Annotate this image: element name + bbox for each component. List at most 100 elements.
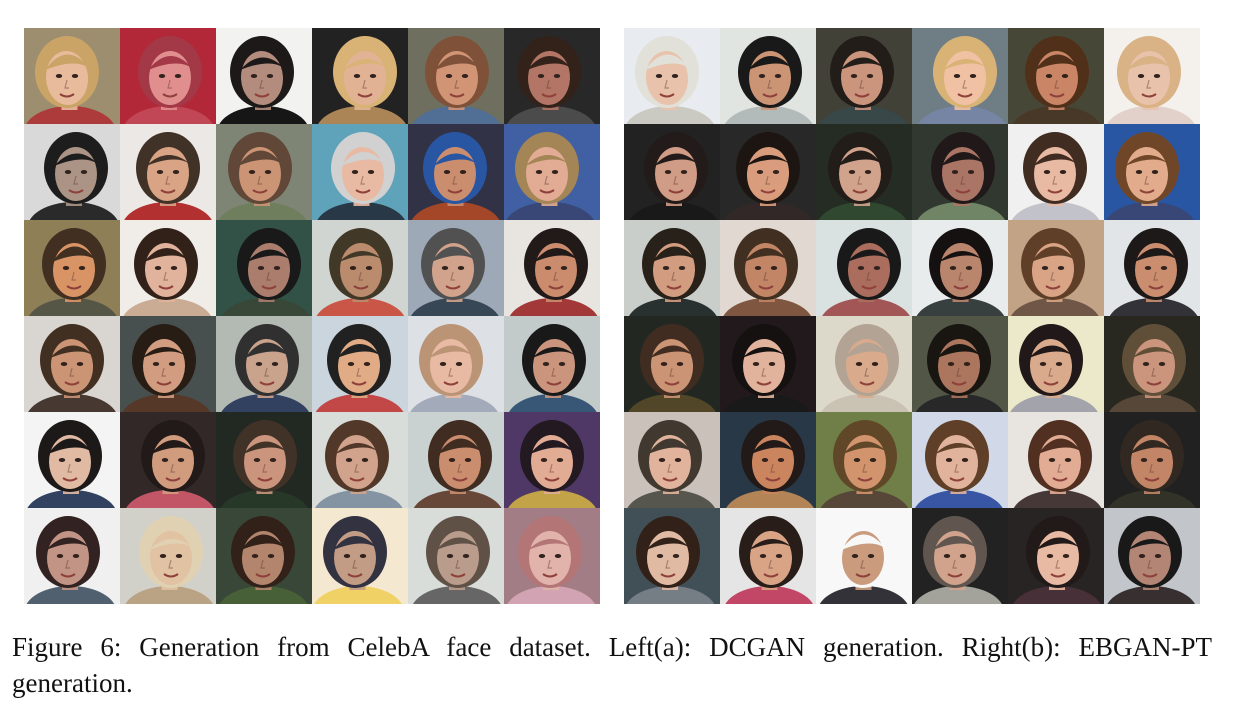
face-thumbnail: [912, 220, 1008, 316]
face-image-left-r4-c1: [24, 316, 120, 412]
face-thumbnail: [1008, 220, 1104, 316]
face-image-left-r4-c6: [504, 316, 600, 412]
face-image-right-r6-c6: [1104, 508, 1200, 604]
face-image-right-r6-c3: [816, 508, 912, 604]
face-thumbnail: [816, 220, 912, 316]
face-image-right-r1-c1: [624, 28, 720, 124]
face-thumbnail: [24, 28, 120, 124]
face-thumbnail: [816, 412, 912, 508]
panel-right-ebgan-pt-grid: [624, 28, 1200, 604]
face-thumbnail: [1008, 28, 1104, 124]
face-image-right-r2-c6: [1104, 124, 1200, 220]
face-image-left-r4-c2: [120, 316, 216, 412]
face-thumbnail: [24, 412, 120, 508]
face-thumbnail: [312, 412, 408, 508]
face-thumbnail: [504, 316, 600, 412]
face-image-left-r3-c4: [312, 220, 408, 316]
face-thumbnail: [216, 412, 312, 508]
face-thumbnail: [816, 316, 912, 412]
face-image-left-r2-c2: [120, 124, 216, 220]
face-image-right-r5-c1: [624, 412, 720, 508]
face-image-right-r2-c5: [1008, 124, 1104, 220]
face-thumbnail: [408, 220, 504, 316]
face-thumbnail: [216, 316, 312, 412]
face-thumbnail: [912, 28, 1008, 124]
face-image-right-r1-c4: [912, 28, 1008, 124]
face-thumbnail: [624, 412, 720, 508]
face-thumbnail: [120, 508, 216, 604]
face-thumbnail: [1104, 508, 1200, 604]
face-thumbnail: [816, 28, 912, 124]
face-image-left-r2-c3: [216, 124, 312, 220]
face-thumbnail: [624, 220, 720, 316]
face-image-left-r4-c3: [216, 316, 312, 412]
face-image-left-r5-c4: [312, 412, 408, 508]
face-thumbnail: [120, 220, 216, 316]
face-image-right-r6-c5: [1008, 508, 1104, 604]
face-thumbnail: [720, 412, 816, 508]
face-image-left-r1-c6: [504, 28, 600, 124]
face-thumbnail: [912, 124, 1008, 220]
face-thumbnail: [504, 28, 600, 124]
face-thumbnail: [624, 316, 720, 412]
face-image-right-r1-c6: [1104, 28, 1200, 124]
face-image-right-r3-c2: [720, 220, 816, 316]
face-image-right-r5-c6: [1104, 412, 1200, 508]
face-image-right-r2-c3: [816, 124, 912, 220]
face-thumbnail: [504, 220, 600, 316]
face-thumbnail: [912, 412, 1008, 508]
face-image-left-r5-c5: [408, 412, 504, 508]
face-image-left-r1-c1: [24, 28, 120, 124]
face-thumbnail: [1104, 28, 1200, 124]
face-thumbnail: [912, 316, 1008, 412]
face-thumbnail: [504, 412, 600, 508]
face-thumbnail: [624, 28, 720, 124]
face-thumbnail: [120, 412, 216, 508]
face-thumbnail: [216, 28, 312, 124]
face-thumbnail: [120, 124, 216, 220]
face-image-left-r4-c5: [408, 316, 504, 412]
face-thumbnail: [312, 124, 408, 220]
face-thumbnail: [1104, 124, 1200, 220]
face-thumbnail: [312, 508, 408, 604]
panel-left-dcgan-grid: [24, 28, 600, 604]
face-image-right-r4-c2: [720, 316, 816, 412]
face-thumbnail: [1104, 316, 1200, 412]
face-image-left-r3-c1: [24, 220, 120, 316]
figure-caption: Figure 6: Generation from CelebA face da…: [12, 632, 1212, 698]
face-image-right-r2-c4: [912, 124, 1008, 220]
face-image-right-r6-c4: [912, 508, 1008, 604]
face-image-left-r1-c4: [312, 28, 408, 124]
face-thumbnail: [720, 220, 816, 316]
face-image-right-r2-c1: [624, 124, 720, 220]
face-thumbnail: [312, 316, 408, 412]
face-thumbnail: [216, 220, 312, 316]
face-image-right-r4-c6: [1104, 316, 1200, 412]
face-thumbnail: [504, 124, 600, 220]
face-thumbnail: [24, 124, 120, 220]
face-thumbnail: [504, 508, 600, 604]
face-thumbnail: [408, 412, 504, 508]
face-image-left-r1-c5: [408, 28, 504, 124]
face-thumbnail: [1008, 412, 1104, 508]
face-thumbnail: [1008, 124, 1104, 220]
face-thumbnail: [408, 28, 504, 124]
face-image-left-r2-c4: [312, 124, 408, 220]
face-thumbnail: [624, 508, 720, 604]
face-thumbnail: [408, 508, 504, 604]
face-image-left-r3-c6: [504, 220, 600, 316]
face-image-left-r2-c6: [504, 124, 600, 220]
face-image-right-r6-c2: [720, 508, 816, 604]
face-thumbnail: [312, 28, 408, 124]
face-image-left-r5-c2: [120, 412, 216, 508]
face-image-left-r6-c4: [312, 508, 408, 604]
face-thumbnail: [1008, 508, 1104, 604]
face-image-right-r3-c6: [1104, 220, 1200, 316]
face-thumbnail: [216, 124, 312, 220]
face-thumbnail: [1104, 220, 1200, 316]
face-image-right-r4-c1: [624, 316, 720, 412]
face-image-left-r1-c2: [120, 28, 216, 124]
face-image-left-r2-c1: [24, 124, 120, 220]
face-image-right-r4-c5: [1008, 316, 1104, 412]
face-thumbnail: [1104, 412, 1200, 508]
